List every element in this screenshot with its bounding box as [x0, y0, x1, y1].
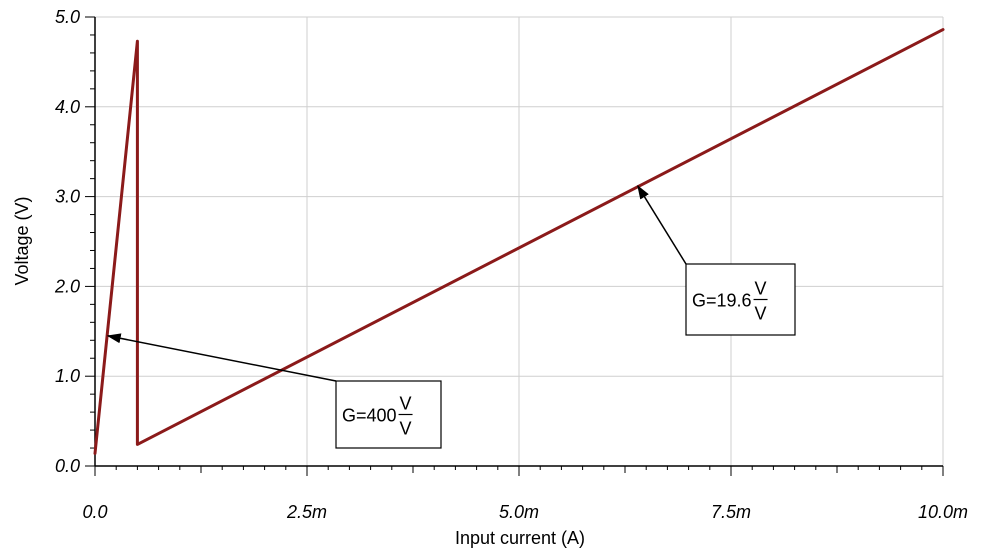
y-tick-label: 4.0 [55, 97, 80, 117]
annotation-box [335, 380, 442, 449]
annotation-gain-text: G=400 [342, 406, 397, 426]
y-tick-label: 2.0 [54, 276, 80, 296]
x-tick-label: 5.0m [499, 502, 539, 522]
annotation-arrow [106, 333, 337, 382]
y-tick-label: 5.0 [55, 7, 80, 27]
annotation-box [685, 263, 796, 336]
x-tick-label: 0.0 [82, 502, 107, 522]
annotation-unit-denominator: V [755, 304, 767, 324]
series-layer [93, 28, 945, 455]
annotation-gain-text: G=19.6 [692, 291, 752, 311]
annotation-arrow [637, 184, 687, 265]
x-axis-label: Input current (A) [455, 528, 585, 548]
y-axis-label: Voltage (V) [12, 196, 32, 285]
axes: 0.0 2.5m 5.0m 7.5m 10.0m 0.0 1.0 2.0 3.0 4.0 5.0 [54, 7, 968, 522]
x-tick-label: 2.5m [286, 502, 327, 522]
annotation-1: G=19.6VV [637, 184, 796, 336]
grid [95, 16, 944, 466]
x-tick-label: 10.0m [918, 502, 968, 522]
series-line-0 [93, 28, 945, 455]
annotation-unit-numerator: V [755, 279, 767, 299]
x-tick-label: 7.5m [711, 502, 751, 522]
y-tick-label: 0.0 [55, 456, 80, 476]
annotation-unit-denominator: V [400, 419, 412, 439]
y-tick-label: 1.0 [55, 366, 80, 386]
annotation-unit-numerator: V [400, 394, 412, 414]
y-tick-label: 3.0 [55, 187, 80, 207]
